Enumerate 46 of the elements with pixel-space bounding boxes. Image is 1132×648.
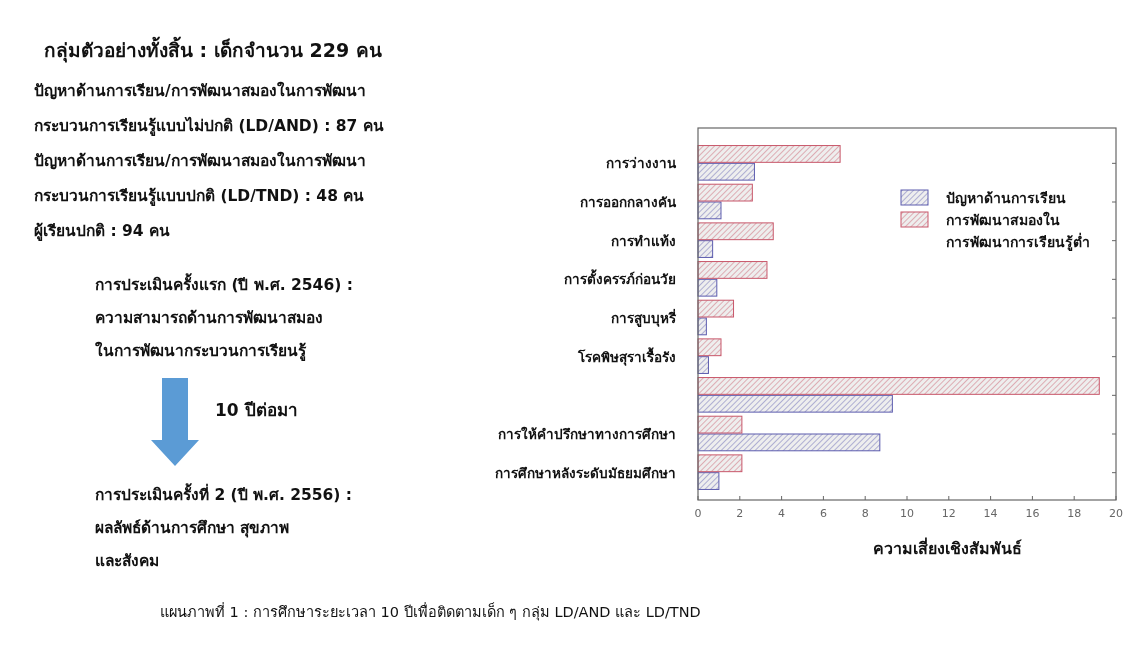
bar xyxy=(697,415,743,434)
bar xyxy=(697,377,1100,395)
text: กลุ่มตัวอย่างทั้งสิ้น : เด็กจำนวน 229 คน xyxy=(44,36,382,63)
y-tick-label: การทำแท้ง xyxy=(611,232,676,249)
x-tick-label: 0 xyxy=(694,507,702,520)
bar xyxy=(697,240,714,258)
bar xyxy=(697,338,722,357)
x-tick-label: 14 xyxy=(983,507,998,520)
y-tick-label: การศึกษาหลังระดับมัธยมศึกษา xyxy=(495,464,676,481)
y-tick-label: การตั้งครรภ์ก่อนวัย xyxy=(564,269,676,288)
bar xyxy=(697,201,722,220)
text: ปัญหาด้านการเรียน/การพัฒนาสมองในการพัฒนา กระบวนการเรียนรู้แบบปกติ (LD/TND) : 48 คน xyxy=(34,151,366,207)
y-tick-label: การออกกลางคัน xyxy=(580,194,677,210)
text: 10 ปีต่อมา xyxy=(215,400,298,420)
x-tick-label: 10 xyxy=(900,507,914,520)
legend-label: ปัญหาด้านการเรียน xyxy=(946,190,1066,207)
bar xyxy=(697,394,893,413)
x-tick-label: 4 xyxy=(778,507,786,520)
x-tick-label: 18 xyxy=(1067,507,1082,520)
legend-label: การพัฒนาสมองใน การพัฒนาการเรียนรู้ต่ำ xyxy=(946,211,1090,251)
text: ปัญหาด้านการเรียน/การพัฒนาสมองในการพัฒนา กระบวนการเรียนรู้แบบไม่ปกติ (LD/AND) : 87 คน xyxy=(34,81,384,137)
text: การประเมินครั้งที่ 2 (ปี พ.ศ. 2556) : ผลลัพธ์ด้านการศึกษา สุขภาพ และสังคม xyxy=(95,483,353,570)
bar xyxy=(697,162,755,181)
x-axis-title: ความเสี่ยงเชิงสัมพันธ์ xyxy=(872,537,1022,558)
text: แผนภาพที่ 1 : การศึกษาระยะเวลา 10 ปีเพื่อติดตามเด็ก ๆ กลุ่ม LD/AND และ LD/TND xyxy=(160,602,701,621)
x-tick-label: 2 xyxy=(736,507,744,520)
y-tick-label: โรคพิษสุราเรื้อรัง xyxy=(577,346,676,366)
bar xyxy=(697,472,720,490)
y-tick-label: การให้คำปรึกษาทางการศึกษา xyxy=(498,426,676,442)
bar xyxy=(697,183,753,202)
text: ผู้เรียนปกติ : 94 คน xyxy=(34,222,170,242)
x-tick-label: 16 xyxy=(1025,507,1040,520)
y-tick-label: การว่างงาน xyxy=(606,155,677,172)
x-tick-label: 8 xyxy=(861,507,869,520)
bar xyxy=(697,261,768,279)
bar xyxy=(697,433,881,452)
x-tick-label: 6 xyxy=(819,507,827,520)
bar xyxy=(697,454,743,473)
bar xyxy=(697,222,774,241)
y-tick-label: การสูบบุหรี่ xyxy=(611,308,677,327)
bar xyxy=(697,278,718,297)
x-tick-label: 20 xyxy=(1109,507,1123,520)
x-tick-label: 12 xyxy=(941,507,956,520)
bar xyxy=(697,145,841,163)
bar xyxy=(697,299,735,318)
text: การประเมินครั้งแรก (ปี พ.ศ. 2546) : ความสามารถด้านการพัฒนาสมอง ในการพัฒนากระบวนการเรียนรู้ xyxy=(95,273,353,362)
